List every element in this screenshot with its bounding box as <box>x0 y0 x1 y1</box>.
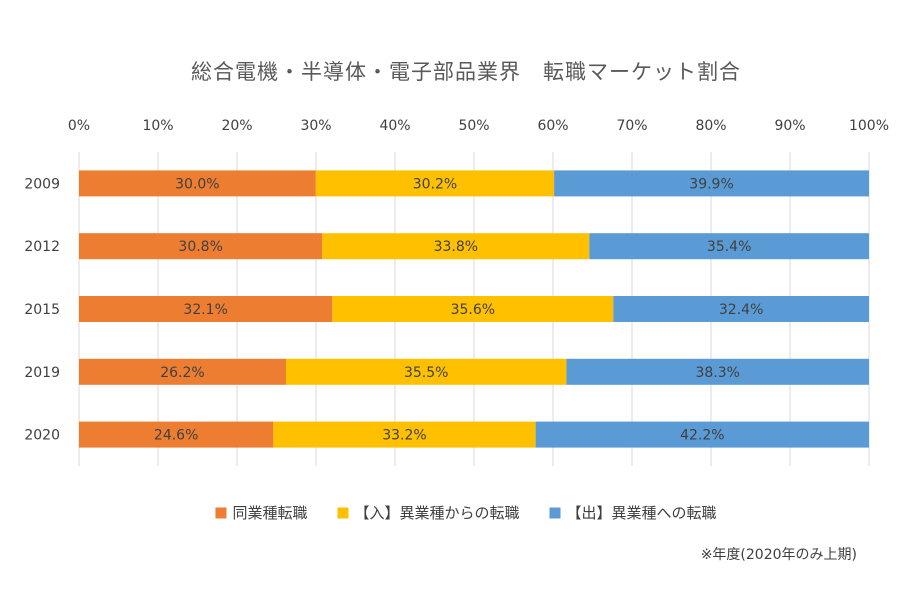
x-tick-label: 10% <box>142 118 173 134</box>
category-label: 2009 <box>24 176 60 192</box>
bar-segments <box>79 170 869 448</box>
bar-出異業種への転職-2009 <box>554 170 869 197</box>
x-tick-label: 60% <box>537 118 568 134</box>
x-tick-label: 80% <box>695 118 726 134</box>
bar-同業種転職-2015 <box>79 296 333 322</box>
data-label: 35.4% <box>707 239 751 255</box>
legend-swatch <box>549 507 561 519</box>
data-label: 30.8% <box>178 239 222 255</box>
bar-同業種転職-2012 <box>79 233 323 260</box>
legend-swatch <box>337 507 349 519</box>
x-tick-label: 70% <box>616 118 647 134</box>
x-tick-label: 30% <box>300 118 331 134</box>
bar-入異業種からの転職-2015 <box>332 296 614 322</box>
x-tick-label: 100% <box>849 118 889 134</box>
data-label: 32.1% <box>183 302 227 318</box>
bar-出異業種への転職-2012 <box>589 233 869 260</box>
data-label: 24.6% <box>154 428 198 444</box>
chart-title: 総合電機・半導体・電子部品業界 転職マーケット割合 <box>191 60 741 84</box>
x-tick-label: 20% <box>221 118 252 134</box>
bar-同業種転職-2019 <box>79 358 286 385</box>
legend-item-入異業種からの転職: 【入】異業種からの転職 <box>337 504 520 522</box>
category-label: 2020 <box>24 428 60 444</box>
category-label: 2015 <box>24 302 60 318</box>
bar-同業種転職-2020 <box>79 421 274 448</box>
legend-label: 【入】異業種からの転職 <box>354 504 519 522</box>
x-tick-label: 40% <box>379 118 410 134</box>
data-label: 39.9% <box>689 176 733 192</box>
x-tick-label: 90% <box>774 118 805 134</box>
bar-入異業種からの転職-2012 <box>322 233 590 260</box>
y-axis-category-labels: 2009 2012 2015 2019 2020 <box>24 176 60 443</box>
category-label: 2019 <box>24 365 60 381</box>
x-axis-tick-labels: 0% 10% 20% 30% 40% 50% 60% 70% 80% 90% 100% <box>68 118 889 134</box>
data-labels: 30.0% 30.2% 39.9% 30.8% 33.8% 35.4% 32.1% 35.6%… <box>154 176 763 443</box>
bar-入異業種からの転職-2009 <box>315 170 555 197</box>
data-label: 42.2% <box>680 428 724 444</box>
data-label: 30.2% <box>413 176 457 192</box>
footnote: ※年度(2020年のみ上期) <box>701 547 857 563</box>
legend-swatch <box>215 507 227 519</box>
legend-item-出異業種への転職: 【出】異業種への転職 <box>549 504 717 522</box>
bar-入異業種からの転職-2019 <box>285 358 567 385</box>
bar-出異業種への転職-2020 <box>535 421 869 448</box>
data-label: 35.6% <box>451 302 495 318</box>
data-label: 35.5% <box>404 365 448 381</box>
data-label: 32.4% <box>719 302 763 318</box>
category-label: 2012 <box>24 239 60 255</box>
legend-label: 同業種転職 <box>232 504 307 522</box>
data-label: 33.8% <box>434 239 478 255</box>
data-label: 38.3% <box>695 365 739 381</box>
data-label: 30.0% <box>175 176 219 192</box>
x-tick-label: 50% <box>458 118 489 134</box>
bar-入異業種からの転職-2020 <box>273 421 536 448</box>
data-label: 26.2% <box>160 365 204 381</box>
data-label: 33.2% <box>382 428 426 444</box>
bar-同業種転職-2009 <box>79 170 316 197</box>
bar-出異業種への転職-2015 <box>613 296 869 322</box>
x-tick-label: 0% <box>68 118 90 134</box>
bar-出異業種への転職-2019 <box>566 358 869 385</box>
legend-label: 【出】異業種への転職 <box>567 504 717 522</box>
legend-item-同業種転職: 同業種転職 <box>215 504 307 522</box>
legend: 同業種転職 【入】異業種からの転職 【出】異業種への転職 <box>215 504 717 522</box>
